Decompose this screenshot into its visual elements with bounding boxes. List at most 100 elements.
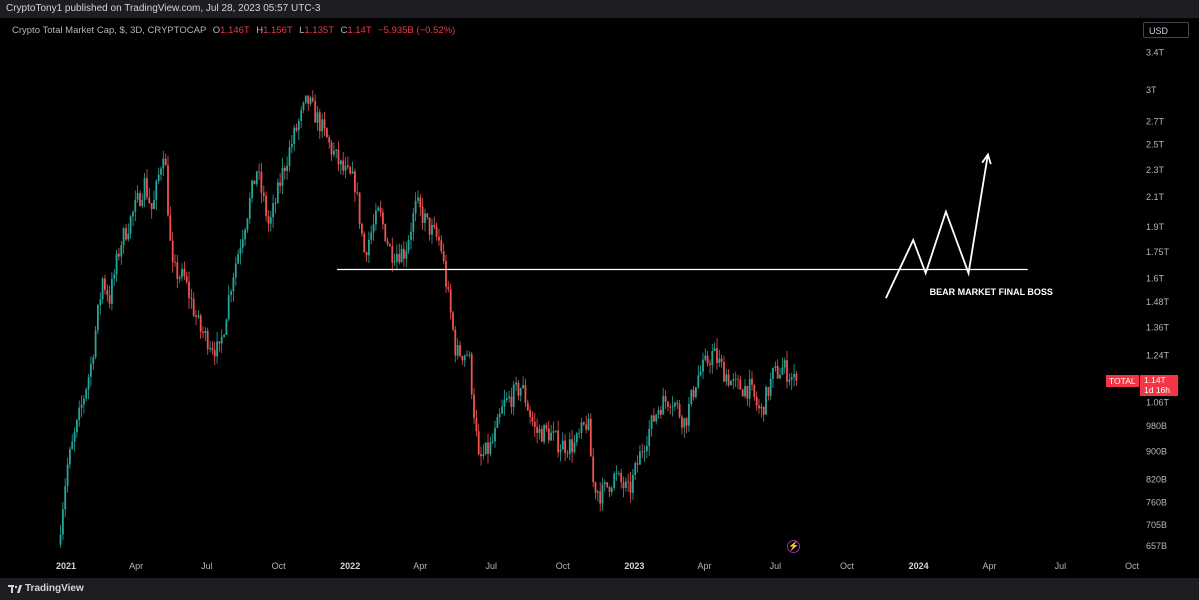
y-tick-label: 2.5T: [1146, 140, 1165, 150]
candle: [447, 281, 450, 293]
candle: [361, 222, 363, 237]
candle: [564, 434, 566, 462]
y-tick-label: 2.3T: [1146, 165, 1165, 175]
candle: [681, 414, 683, 435]
candle: [139, 190, 141, 207]
candle: [97, 304, 99, 335]
candle: [391, 237, 394, 272]
open-key: O: [212, 25, 221, 36]
candle: [232, 272, 235, 302]
candle: [625, 477, 627, 492]
candle: [129, 214, 132, 239]
currency-button[interactable]: USD: [1143, 22, 1189, 38]
candle: [529, 405, 531, 424]
candle: [552, 421, 555, 441]
candle: [517, 380, 520, 401]
candle: [730, 379, 732, 386]
candle: [188, 271, 190, 309]
candle: [662, 387, 665, 416]
y-tick-label: 1.75T: [1146, 247, 1170, 257]
candle: [333, 142, 335, 157]
candle: [66, 457, 69, 493]
projection-path[interactable]: [885, 154, 989, 299]
candle: [234, 256, 237, 286]
lightning-icon[interactable]: ⚡: [787, 540, 800, 553]
symbol-legend: Crypto Total Market Cap, $, 3D, CRYPTOCA…: [12, 25, 455, 36]
candle: [669, 403, 672, 415]
y-tick-label: 3.4T: [1146, 47, 1165, 57]
candle: [101, 276, 104, 304]
candle: [603, 479, 606, 492]
candle: [760, 403, 763, 418]
candle: [739, 375, 742, 390]
footer-brand: TradingView: [25, 583, 84, 594]
candle: [351, 161, 354, 175]
candle: [498, 408, 501, 424]
candle: [365, 251, 368, 262]
y-tick-label: 657B: [1146, 541, 1167, 551]
candle: [491, 433, 494, 445]
candle: [122, 226, 125, 254]
candle: [368, 231, 370, 263]
y-tick-label: 1.06T: [1146, 397, 1170, 407]
candle: [580, 417, 583, 439]
candle: [692, 386, 695, 401]
candle: [713, 342, 716, 352]
candle: [340, 159, 342, 175]
x-tick-label: Apr: [982, 561, 996, 571]
candle: [202, 326, 204, 339]
candle: [608, 486, 611, 498]
y-tick-label: 2.7T: [1146, 117, 1165, 127]
candle: [671, 396, 674, 417]
candle: [213, 342, 216, 366]
candle: [80, 395, 83, 418]
candle: [599, 481, 602, 512]
candle: [650, 414, 653, 437]
candle: [134, 190, 137, 222]
candle: [667, 400, 669, 412]
candle: [344, 157, 347, 179]
candle: [592, 448, 595, 487]
candle: [718, 350, 721, 368]
candle: [428, 217, 431, 241]
candle: [59, 525, 62, 548]
candle: [85, 387, 88, 402]
candle: [64, 478, 67, 518]
candle: [225, 318, 228, 336]
candle: [494, 420, 496, 448]
symbol-title: Crypto Total Market Cap, $, 3D, CRYPTOCA…: [12, 25, 207, 36]
candle: [561, 432, 564, 450]
candle: [412, 208, 415, 241]
candle: [204, 327, 207, 341]
candle: [627, 473, 630, 492]
candle: [206, 327, 209, 355]
x-tick-label: Apr: [697, 561, 711, 571]
candle: [216, 332, 218, 364]
candle: [178, 275, 181, 284]
candle: [372, 214, 375, 241]
candle: [111, 272, 113, 311]
candle: [230, 289, 232, 303]
y-tick-label: 1.36T: [1146, 323, 1170, 333]
candle: [108, 285, 111, 309]
candle: [533, 412, 536, 438]
x-tick-label: 2023: [624, 561, 644, 571]
candle: [146, 169, 148, 200]
candle: [426, 213, 429, 220]
candle: [508, 390, 510, 403]
candle: [316, 106, 319, 131]
candle: [765, 385, 767, 415]
candle: [83, 395, 85, 414]
x-tick-label: Oct: [1125, 561, 1140, 571]
candle: [440, 235, 443, 254]
candle: [309, 95, 312, 106]
candle: [585, 415, 588, 434]
candle: [414, 192, 417, 222]
candle: [354, 168, 356, 203]
candle: [258, 163, 260, 180]
annotation-text[interactable]: BEAR MARKET FINAL BOSS: [930, 287, 1053, 297]
x-tick-label: Jul: [485, 561, 497, 571]
candle: [300, 106, 303, 129]
candle: [557, 420, 559, 458]
